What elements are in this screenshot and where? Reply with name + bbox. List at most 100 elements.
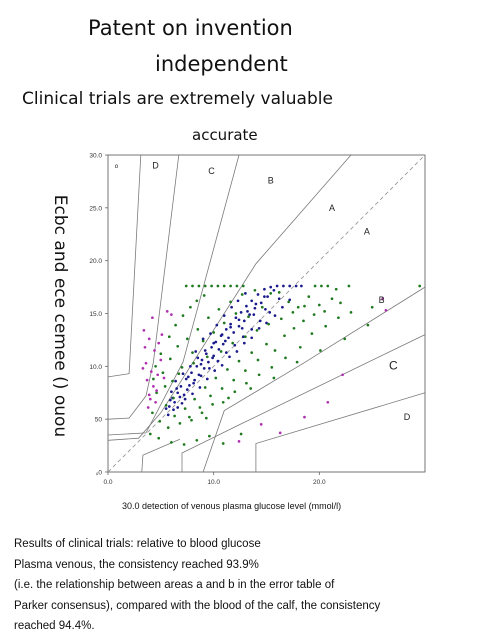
data-point	[168, 405, 171, 408]
data-point	[326, 285, 329, 288]
data-point	[202, 340, 205, 343]
data-point	[238, 318, 241, 321]
scatter-chart: ₒ05010.015.020.025.030.00.0 10.0 20.0ₒ DCBA…	[0, 0, 500, 500]
data-point	[211, 357, 214, 360]
data-point	[179, 396, 182, 399]
data-point	[159, 352, 162, 355]
data-point	[190, 371, 193, 374]
data-point	[341, 373, 344, 376]
data-point	[224, 340, 227, 343]
data-point	[350, 311, 353, 314]
data-point	[256, 329, 259, 332]
identity-line	[108, 155, 425, 472]
zone-label: A	[364, 226, 370, 236]
data-point	[228, 355, 231, 358]
data-point	[183, 394, 186, 397]
data-point	[254, 307, 257, 310]
data-point	[155, 389, 158, 392]
data-point	[225, 351, 228, 354]
data-point	[245, 305, 248, 308]
data-point	[212, 331, 215, 334]
data-point	[218, 348, 221, 351]
data-point	[318, 304, 321, 307]
data-point	[244, 292, 247, 295]
data-point	[151, 411, 154, 414]
data-point	[184, 398, 187, 401]
data-point	[266, 295, 269, 298]
data-point	[188, 416, 191, 419]
data-point	[185, 378, 188, 381]
zone-boundary-line	[108, 155, 179, 419]
data-point	[254, 289, 257, 292]
data-point	[259, 320, 262, 323]
data-point	[278, 297, 281, 300]
data-point	[174, 380, 177, 383]
data-point	[313, 313, 316, 316]
data-point	[191, 285, 194, 288]
data-point	[267, 323, 270, 326]
data-point	[263, 288, 266, 291]
data-point	[212, 342, 215, 345]
data-point	[154, 365, 157, 368]
data-point	[261, 306, 264, 309]
data-point	[205, 352, 208, 355]
data-point	[192, 362, 195, 365]
data-point	[324, 325, 327, 328]
data-point	[165, 407, 168, 410]
data-point	[238, 440, 241, 443]
data-point	[173, 415, 176, 418]
data-point	[174, 324, 177, 327]
data-point	[276, 285, 279, 288]
y-tick-label: 25.0	[89, 205, 102, 212]
data-point	[210, 285, 213, 288]
zone-boundary-line	[182, 335, 425, 472]
data-point	[196, 357, 199, 360]
data-point	[241, 327, 244, 330]
data-point	[249, 387, 252, 390]
data-point	[320, 285, 323, 288]
data-point	[264, 308, 267, 311]
data-point	[222, 442, 225, 445]
data-point	[319, 349, 322, 352]
zone-label: B	[268, 176, 274, 186]
data-point	[238, 325, 241, 328]
data-point	[167, 426, 170, 429]
data-point	[148, 338, 151, 341]
data-point	[162, 371, 165, 374]
data-point	[146, 379, 149, 382]
data-point	[206, 355, 209, 358]
data-point	[168, 335, 171, 338]
y-axis-label: Ecbc and ece cemee () ouou	[50, 195, 70, 437]
data-point	[176, 391, 179, 394]
data-point	[236, 285, 239, 288]
data-point	[188, 384, 191, 387]
zone-boundaries	[108, 155, 425, 472]
footnote-line: Plasma venous, the consistency reached 9…	[14, 555, 380, 576]
data-point	[183, 443, 186, 446]
data-point	[229, 326, 232, 329]
data-point	[194, 350, 197, 353]
data-point	[200, 363, 203, 366]
y-tick-label: 10.0	[89, 364, 102, 371]
data-point	[250, 328, 253, 331]
data-point	[210, 346, 213, 349]
data-point	[245, 382, 248, 385]
data-point	[199, 386, 202, 389]
data-point	[287, 301, 290, 304]
data-point	[145, 362, 148, 365]
data-point	[185, 285, 188, 288]
data-point	[200, 374, 203, 377]
data-point	[198, 285, 201, 288]
data-point	[144, 346, 147, 349]
data-point	[335, 288, 338, 291]
data-point	[367, 324, 370, 327]
data-point	[240, 311, 243, 314]
data-point	[235, 312, 238, 315]
data-point	[223, 314, 226, 317]
data-point	[297, 306, 300, 309]
data-point	[283, 334, 286, 337]
data-point	[279, 432, 282, 435]
data-point	[214, 377, 217, 380]
data-point	[175, 387, 178, 390]
data-point	[229, 323, 232, 326]
